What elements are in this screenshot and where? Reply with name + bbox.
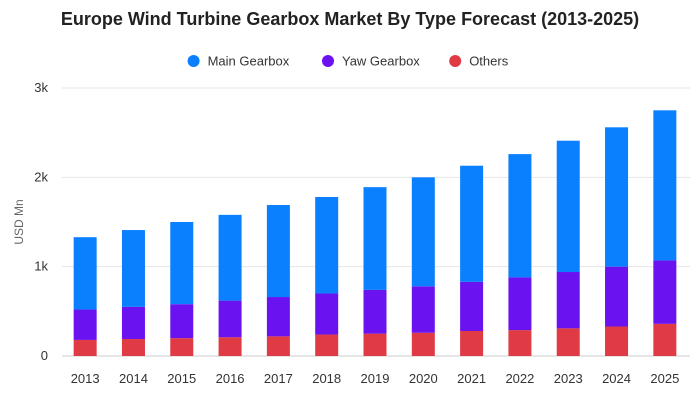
bar-yaw-gearbox-2022: [508, 277, 532, 331]
legend-label: Main Gearbox: [208, 54, 290, 69]
chart-title: Europe Wind Turbine Gearbox Market By Ty…: [61, 9, 639, 29]
bar-yaw-gearbox-2023: [556, 272, 580, 329]
x-tick-label: 2014: [119, 371, 148, 386]
bar-others-2024: [605, 326, 629, 356]
bar-others-2015: [170, 338, 194, 356]
x-tick-label: 2017: [264, 371, 293, 386]
legend-item-others[interactable]: Others: [449, 54, 509, 69]
bar-yaw-gearbox-2018: [315, 293, 339, 335]
bar-yaw-gearbox-2013: [73, 309, 97, 340]
bar-main-gearbox-2017: [266, 205, 290, 298]
bar-others-2016: [218, 337, 242, 356]
legend-marker-icon: [187, 55, 200, 67]
bar-main-gearbox-2019: [363, 187, 387, 290]
legend-marker-icon: [322, 55, 334, 67]
bar-yaw-gearbox-2021: [460, 281, 484, 331]
y-tick-label: 0: [41, 348, 48, 363]
bar-yaw-gearbox-2015: [170, 304, 194, 339]
bar-main-gearbox-2018: [315, 196, 339, 294]
x-tick-label: 2021: [457, 371, 486, 386]
bar-main-gearbox-2022: [508, 154, 532, 278]
x-tick-label: 2013: [71, 371, 100, 386]
bar-others-2019: [363, 333, 387, 356]
bar-yaw-gearbox-2014: [121, 306, 145, 340]
bar-others-2020: [411, 332, 435, 356]
bar-yaw-gearbox-2024: [605, 266, 629, 327]
bar-yaw-gearbox-2025: [653, 260, 677, 324]
x-tick-label: 2019: [361, 371, 390, 386]
bar-main-gearbox-2015: [170, 222, 194, 305]
bar-others-2014: [121, 339, 145, 356]
x-tick-label: 2020: [409, 371, 438, 386]
bar-others-2021: [460, 330, 484, 356]
x-tick-label: 2025: [650, 371, 679, 386]
y-tick-label: 2k: [34, 169, 48, 184]
legend-label: Others: [469, 54, 509, 69]
bar-yaw-gearbox-2017: [266, 297, 290, 337]
bar-others-2023: [556, 328, 580, 356]
x-tick-label: 2022: [505, 371, 534, 386]
bar-others-2025: [653, 323, 677, 356]
x-tick-label: 2023: [554, 371, 583, 386]
bars: [73, 110, 677, 356]
legend-item-main-gearbox[interactable]: Main Gearbox: [187, 54, 290, 69]
x-tick-label: 2015: [167, 371, 196, 386]
bar-main-gearbox-2014: [121, 230, 145, 307]
y-tick-label: 1k: [34, 259, 48, 274]
legend-marker-icon: [449, 55, 462, 67]
legend-label: Yaw Gearbox: [342, 54, 420, 69]
x-tick-label: 2016: [216, 371, 245, 386]
y-axis-label: USD Mn: [12, 199, 26, 244]
x-tick-label: 2018: [312, 371, 341, 386]
bar-main-gearbox-2024: [605, 127, 629, 267]
legend: Main Gearbox Yaw Gearbox Others: [187, 54, 509, 69]
bar-main-gearbox-2021: [460, 165, 484, 282]
bar-others-2013: [73, 339, 97, 356]
y-axis-ticks: 0 1k 2k 3k: [34, 80, 48, 363]
bar-others-2022: [508, 330, 532, 356]
bar-main-gearbox-2016: [218, 214, 242, 301]
bar-main-gearbox-2023: [556, 140, 580, 273]
bar-yaw-gearbox-2016: [218, 300, 242, 338]
bar-others-2018: [315, 334, 339, 356]
bar-yaw-gearbox-2020: [411, 286, 435, 333]
bar-main-gearbox-2020: [411, 177, 435, 287]
x-tick-label: 2024: [602, 371, 631, 386]
y-tick-label: 3k: [34, 80, 48, 95]
x-axis-ticks: 2013 2014 2015 2016 2017 2018 2019 2020 2021 2022…: [71, 371, 680, 386]
bar-others-2017: [266, 336, 290, 356]
bar-main-gearbox-2013: [73, 237, 97, 310]
legend-item-yaw-gearbox[interactable]: Yaw Gearbox: [322, 54, 420, 69]
bar-main-gearbox-2025: [653, 110, 677, 261]
bar-yaw-gearbox-2019: [363, 289, 387, 334]
